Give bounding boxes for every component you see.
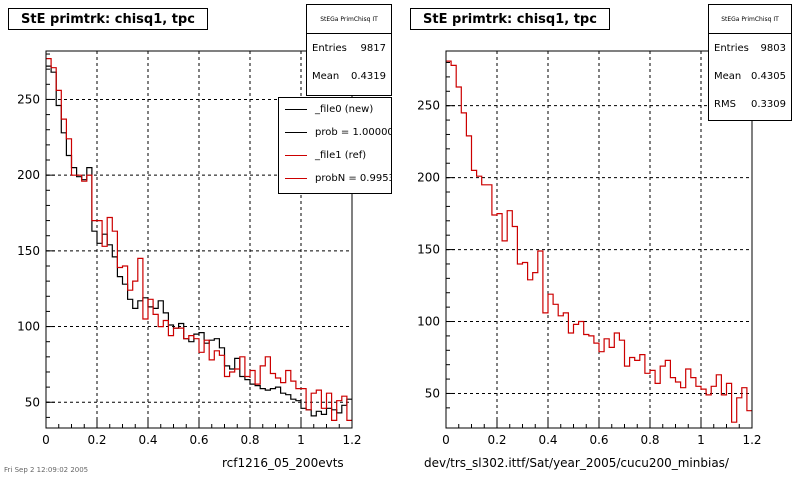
left-x-axis-label: rcf1216_05_200evts bbox=[222, 456, 344, 470]
left-series-file1 bbox=[46, 58, 352, 421]
x-tick-label: 0.4 bbox=[538, 433, 557, 447]
legend-entry-prob: prob = 1.000000 bbox=[279, 121, 391, 144]
y-tick-label: 50 bbox=[25, 395, 40, 409]
x-tick-label: 0.4 bbox=[138, 433, 157, 447]
x-tick-label: 0.8 bbox=[240, 433, 259, 447]
y-tick-label: 250 bbox=[417, 99, 440, 113]
left-legend: _file0 (new) prob = 1.000000 _file1 (ref… bbox=[278, 97, 392, 194]
legend-line-prob bbox=[285, 132, 307, 133]
right-x-axis-label: dev/trs_sl302.ittf/Sat/year_2005/cucu200… bbox=[424, 456, 729, 470]
y-tick-label: 200 bbox=[17, 168, 40, 182]
legend-line-file1 bbox=[285, 155, 307, 156]
left-series-file0 bbox=[46, 65, 352, 417]
x-tick-label: 0 bbox=[42, 433, 50, 447]
left-stats-header: StEGa PrimChisq IT bbox=[307, 5, 391, 34]
y-tick-label: 100 bbox=[17, 320, 40, 334]
x-tick-label: 1.2 bbox=[342, 433, 361, 447]
left-stats-row-mean: Mean 0.4319 bbox=[312, 70, 386, 82]
left-stats-box: StEGa PrimChisq IT Entries 9817 Mean 0.4… bbox=[306, 4, 392, 96]
legend-line-file0 bbox=[285, 109, 307, 110]
legend-entry-file0: _file0 (new) bbox=[279, 98, 391, 121]
y-tick-label: 50 bbox=[425, 386, 440, 400]
y-tick-label: 150 bbox=[17, 244, 40, 258]
x-tick-label: 0.2 bbox=[487, 433, 506, 447]
x-tick-label: 1.2 bbox=[742, 433, 761, 447]
legend-line-probn bbox=[285, 178, 307, 179]
right-stats-box: StEGa PrimChisq IT Entries 9803 Mean 0.4… bbox=[708, 4, 792, 121]
left-plot: 0 0.2 0.4 0.6 0.8 1 1.2 50 100 150 200 250 bbox=[17, 50, 362, 447]
right-stats-row-rms: RMS 0.3309 bbox=[714, 98, 786, 110]
x-tick-label: 0.6 bbox=[589, 433, 608, 447]
x-tick-label: 1 bbox=[697, 433, 705, 447]
footer-timestamp: Fri Sep 2 12:09:02 2005 bbox=[4, 466, 89, 474]
y-tick-label: 200 bbox=[417, 171, 440, 185]
x-tick-label: 0.6 bbox=[189, 433, 208, 447]
right-stats-header: StEGa PrimChisq IT bbox=[709, 5, 791, 34]
y-tick-label: 250 bbox=[17, 92, 40, 106]
legend-entry-probn: probN = 0.99531 bbox=[279, 167, 391, 190]
right-plot: 0 0.2 0.4 0.6 0.8 1 1.2 50 100 150 200 250 bbox=[417, 50, 762, 447]
legend-entry-file1: _file1 (ref) bbox=[279, 144, 391, 167]
left-chart-title: StE primtrk: chisq1, tpc bbox=[8, 8, 208, 30]
right-series-file1 bbox=[446, 60, 752, 423]
x-tick-label: 0 bbox=[442, 433, 450, 447]
y-tick-label: 150 bbox=[417, 243, 440, 257]
left-stats-row-entries: Entries 9817 bbox=[312, 42, 386, 54]
right-grid bbox=[446, 51, 752, 428]
x-tick-label: 0.2 bbox=[87, 433, 106, 447]
y-tick-label: 100 bbox=[417, 315, 440, 329]
x-tick-label: 0.8 bbox=[640, 433, 659, 447]
right-stats-row-entries: Entries 9803 bbox=[714, 42, 786, 54]
right-stats-row-mean: Mean 0.4305 bbox=[714, 70, 786, 82]
right-chart-title: StE primtrk: chisq1, tpc bbox=[410, 8, 610, 30]
x-tick-label: 1 bbox=[297, 433, 305, 447]
